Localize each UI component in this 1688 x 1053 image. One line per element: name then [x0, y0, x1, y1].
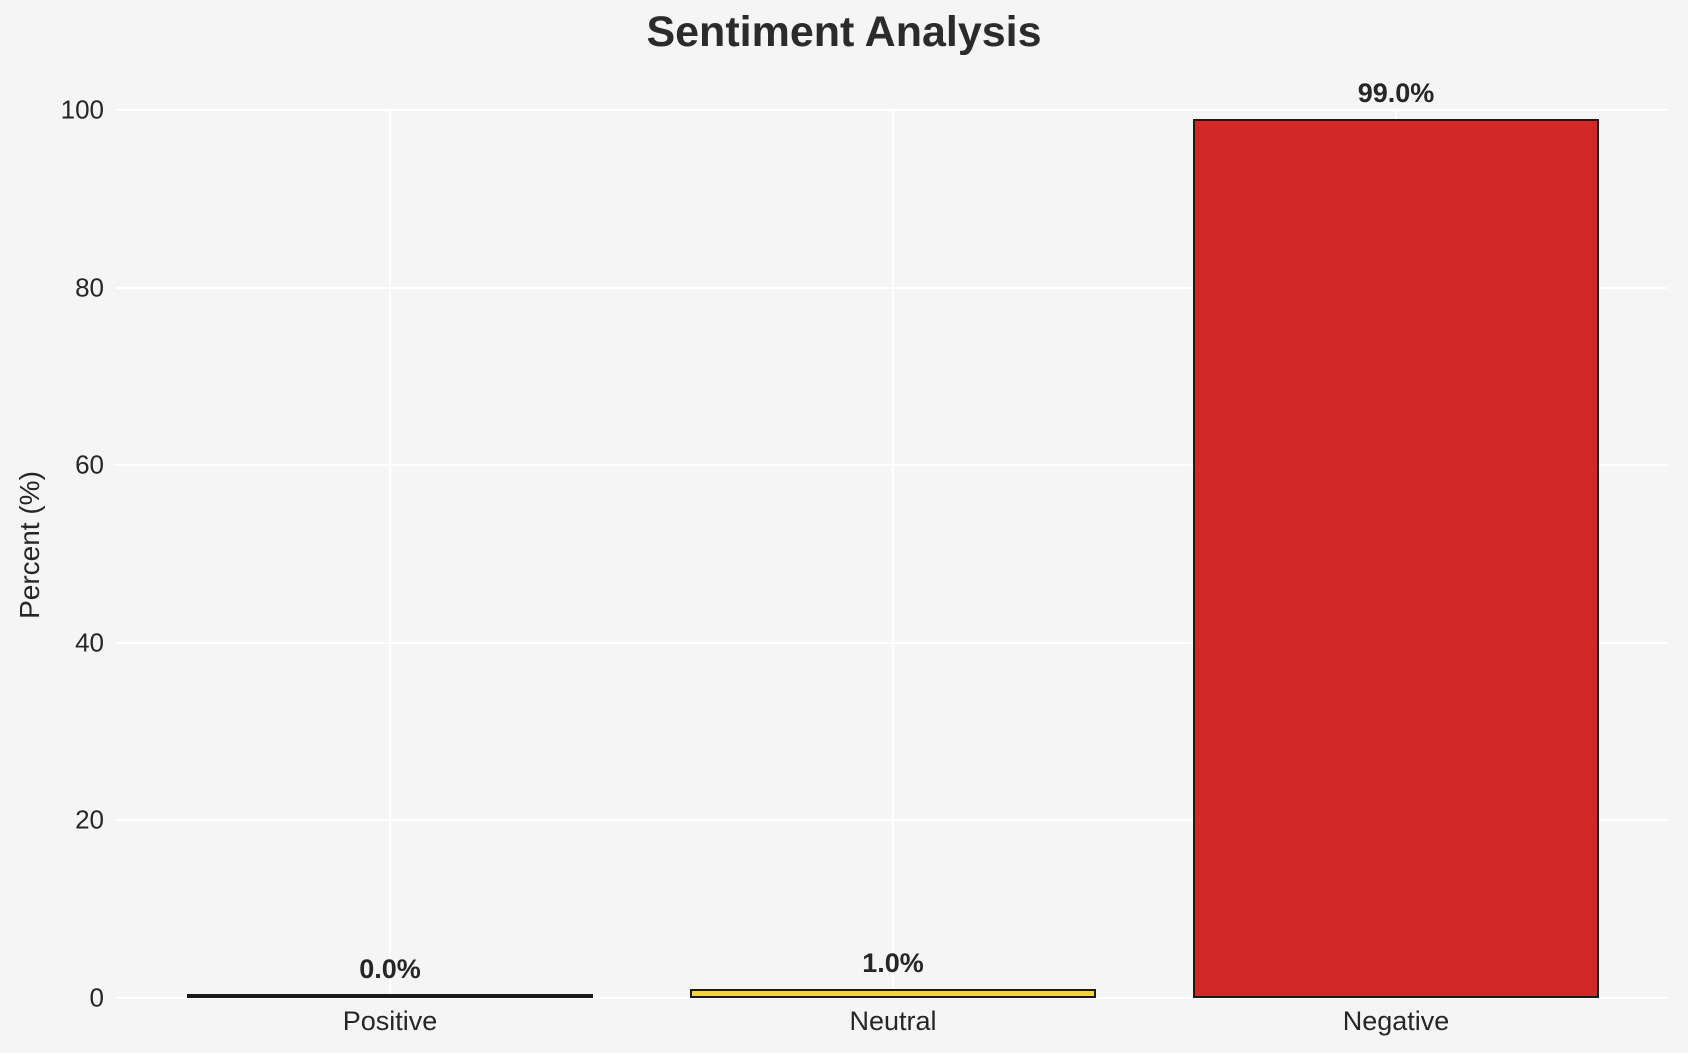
y-gridline-0 [115, 997, 1667, 999]
y-tick-label-20: 20 [75, 804, 104, 835]
y-gridline-100 [115, 109, 1667, 111]
y-axis-tick-labels: 0 20 40 60 80 100 [0, 95, 104, 1013]
y-tick-label-40: 40 [75, 627, 104, 658]
y-tick-label-60: 60 [75, 449, 104, 480]
bar-value-label-negative: 99.0% [1357, 78, 1435, 108]
x-tick-label-neutral: Neutral [849, 1006, 937, 1036]
y-tick-label-80: 80 [75, 272, 104, 303]
y-tick-label-100: 100 [60, 94, 104, 125]
plot-area: 0.0% 1.0% 99.0% [115, 78, 1667, 999]
x-tick-label-negative: Negative [1342, 1006, 1450, 1036]
y-gridline-60 [115, 464, 1667, 466]
bar-value-label-neutral: 1.0% [862, 948, 924, 978]
y-gridline-40 [115, 642, 1667, 644]
x-gridline-neutral [892, 110, 894, 998]
x-gridline-positive [389, 110, 391, 998]
chart-title: Sentiment Analysis [646, 8, 1042, 56]
x-tick-label-positive: Positive [342, 1006, 438, 1036]
y-tick-label-0: 0 [89, 982, 104, 1013]
y-gridline-80 [115, 287, 1667, 289]
bar-neutral [690, 989, 1096, 998]
bar-positive [187, 994, 593, 998]
bar-negative [1193, 119, 1599, 998]
y-gridline-20 [115, 819, 1667, 821]
bar-value-label-positive: 0.0% [359, 954, 421, 984]
